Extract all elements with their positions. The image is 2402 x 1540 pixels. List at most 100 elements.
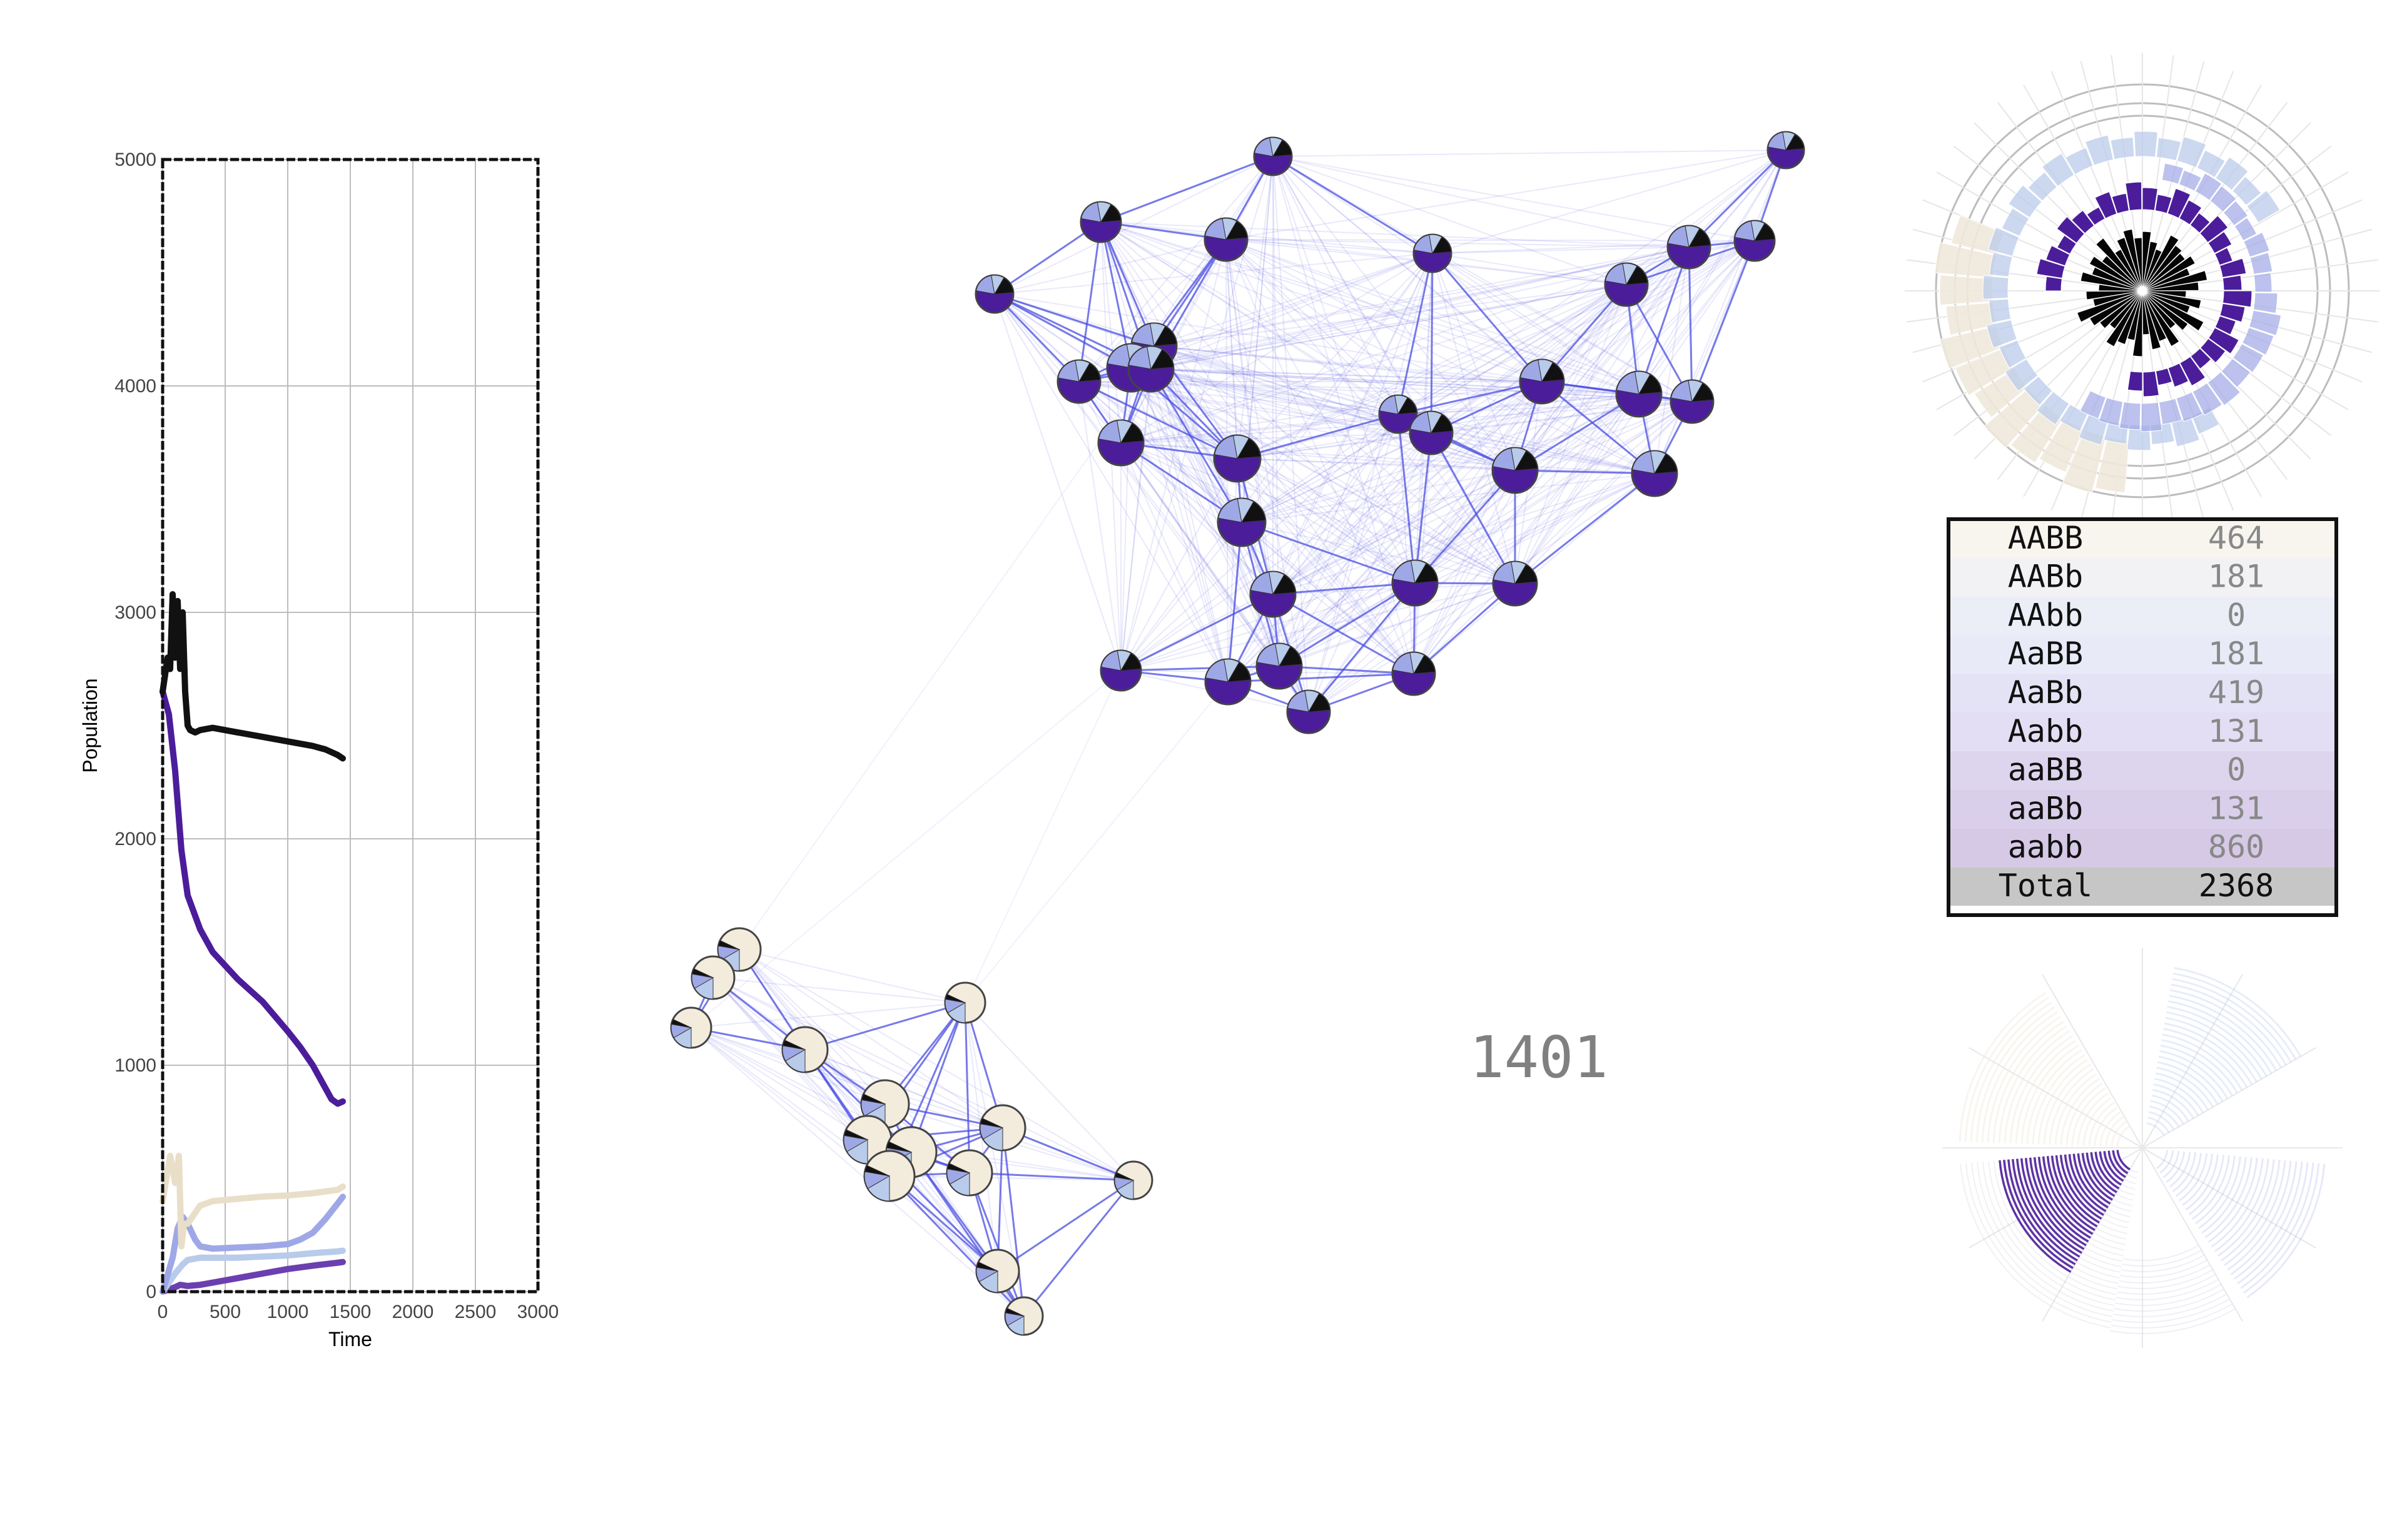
network-edge-faint — [1272, 149, 1786, 157]
fan-arc — [2027, 1157, 2123, 1262]
histogram-bin — [2142, 248, 2162, 291]
histogram-bin — [2134, 237, 2143, 291]
network-edge-faint — [1272, 473, 1655, 595]
population-network-graph — [670, 131, 1805, 1336]
fan-arc — [2230, 1161, 2298, 1275]
network-edge — [968, 1172, 1025, 1317]
histogram-bin — [2178, 170, 2202, 191]
histogram-bin — [1986, 319, 2017, 349]
fan-arc — [2082, 1097, 2112, 1146]
network-edge-faint — [1272, 156, 1543, 382]
histogram-bin — [2232, 176, 2262, 206]
fan-arc — [2217, 1159, 2275, 1257]
network-edge-faint — [1241, 253, 1433, 523]
network-edge-faint — [1150, 368, 1274, 595]
network-edge-faint — [1225, 239, 1399, 415]
fan-arc — [2033, 1157, 2089, 1243]
histogram-bin — [2192, 382, 2222, 416]
genotype-label: AaBB — [2008, 636, 2083, 672]
fan-arc — [2071, 1087, 2106, 1146]
fan-arc — [2159, 1050, 2229, 1100]
histogram-bin — [2027, 171, 2057, 201]
network-edge-faint — [1413, 381, 1543, 674]
plot-frame — [161, 158, 540, 1294]
x-tick-label: 1000 — [267, 1302, 309, 1322]
network-edge-faint — [1308, 583, 1516, 712]
fan-arc — [2211, 1158, 2264, 1248]
fan-arc — [2116, 1279, 2219, 1300]
histogram-bin — [2142, 255, 2196, 291]
fan-arc — [2094, 1152, 2120, 1190]
network-edge-faint — [1308, 393, 1639, 712]
network-edge-faint — [1227, 473, 1655, 682]
network-edge-faint — [1153, 240, 1755, 347]
network-edge — [969, 1172, 1134, 1182]
histogram-bin — [2142, 290, 2204, 332]
histogram-bin — [2232, 343, 2264, 373]
network-edge-faint — [1397, 413, 1414, 674]
network-edges-faint — [691, 149, 1786, 1317]
network-edge-faint — [1432, 253, 1639, 395]
network-edge-faint — [994, 253, 1433, 295]
histogram-bin — [2084, 134, 2114, 166]
network-edge-faint — [1078, 381, 1655, 474]
network-node — [1733, 220, 1776, 262]
axis-ticks: 0 500 1000 1500 2000 2500 3000 0 1000 2000 3000 400… — [114, 149, 559, 1322]
fan-arc — [2042, 1156, 2094, 1235]
network-edge-faint — [1432, 246, 1690, 254]
histogram-bin — [2243, 231, 2270, 258]
histogram-bin — [2056, 216, 2085, 244]
network-node — [1004, 1296, 1044, 1336]
genotype-label: aabb — [2008, 829, 2083, 865]
x-tick-label: 3000 — [517, 1302, 559, 1322]
network-node — [1666, 225, 1711, 270]
fan-arc — [2037, 1157, 2091, 1239]
network-edge-faint — [1279, 381, 1543, 667]
network-edge-faint — [1130, 367, 1543, 382]
radial-histogram-genotypes — [1905, 53, 2380, 529]
fan-arc — [2081, 1153, 2113, 1201]
network-edge-faint — [1241, 470, 1516, 523]
fan-arc — [1987, 1016, 2061, 1143]
fan-arc — [2046, 1156, 2095, 1232]
histogram-bin — [2116, 237, 2143, 291]
fan-arc — [2020, 1045, 2079, 1144]
network-edge-faint — [1130, 367, 1229, 682]
network-edge-faint — [1431, 284, 1627, 433]
network-edge — [1272, 155, 1433, 255]
network-edge-faint — [1153, 345, 1693, 402]
fan-arc — [2165, 1016, 2258, 1083]
fan-arc — [2072, 1153, 2131, 1218]
histogram-bin — [1989, 251, 2013, 278]
histogram-bin — [2117, 290, 2143, 345]
fan-arc — [2169, 1152, 2191, 1188]
network-edge-faint — [712, 977, 1134, 1181]
genotype-count: 860 — [2208, 829, 2264, 865]
table-row — [1948, 751, 2336, 790]
network-edge — [910, 1002, 966, 1153]
network-node — [1409, 410, 1454, 455]
histogram-bin — [1999, 340, 2027, 368]
network-edge — [1078, 221, 1102, 382]
network-edge-faint — [1120, 442, 1655, 474]
network-edge-faint — [1225, 239, 1693, 402]
fan-arc — [2050, 1155, 2098, 1228]
fan-arc — [2054, 1073, 2097, 1145]
network-edge-faint — [1227, 284, 1627, 682]
network-edge-faint — [1150, 368, 1416, 584]
histogram-bin — [2167, 188, 2191, 219]
network-edge — [1430, 253, 1434, 433]
fan-arc — [2240, 1162, 2314, 1289]
fan-arc — [2157, 1061, 2219, 1105]
fan-arc — [2009, 1035, 2073, 1143]
network-edge-faint — [1413, 470, 1516, 674]
histogram-bin — [2141, 402, 2162, 432]
histogram-bin — [2142, 290, 2180, 347]
network-edge-faint — [1279, 413, 1399, 667]
network-edge-faint — [1514, 401, 1693, 584]
histogram-bin — [2222, 275, 2242, 291]
histogram-bin — [2086, 206, 2106, 226]
histogram-bin — [2142, 235, 2179, 291]
network-edge-faint — [1237, 458, 1516, 471]
network-edge-faint — [1272, 156, 1414, 674]
